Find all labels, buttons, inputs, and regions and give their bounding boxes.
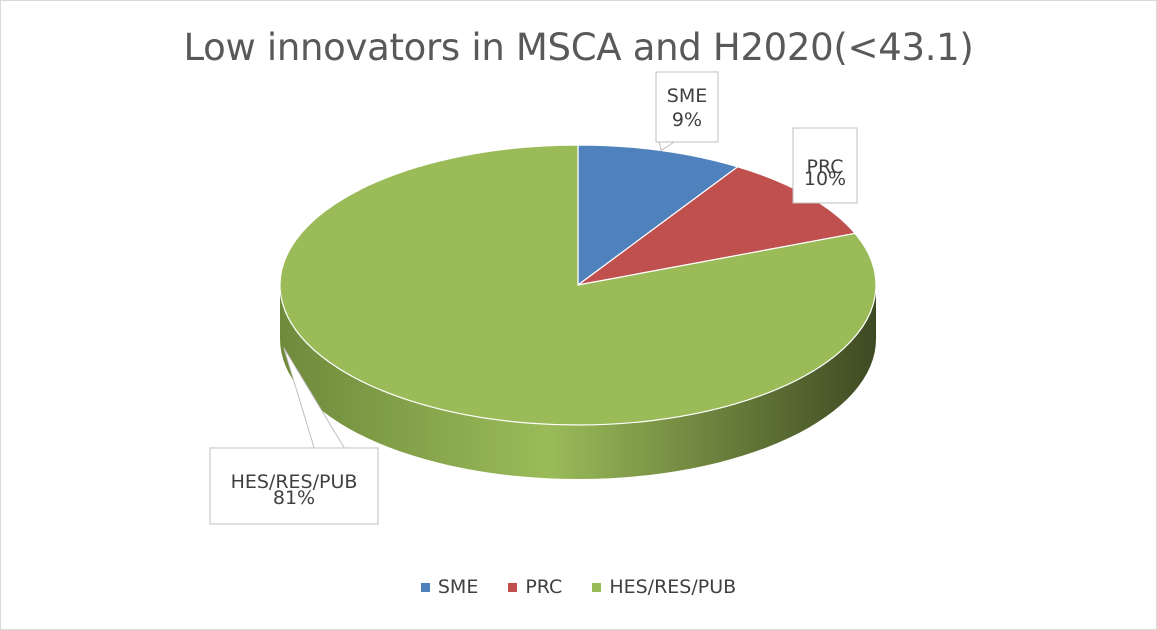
legend: SME PRC HES/RES/PUB <box>0 572 1157 602</box>
callout-value-sme: 9% <box>672 109 702 131</box>
legend-item-sme: SME <box>420 576 479 598</box>
legend-label-sme: SME <box>437 576 479 598</box>
legend-swatch-prc <box>508 582 518 592</box>
callout-value-hes-res-pub: 81% <box>273 487 315 509</box>
callout-category-prc: PRC <box>807 156 844 178</box>
legend-label-prc: PRC <box>525 576 563 598</box>
legend-item-hes-res-pub: HES/RES/PUB <box>592 576 736 598</box>
pie-slice-hes-res-pub <box>279 144 877 426</box>
legend-swatch-hes-res-pub <box>592 582 602 592</box>
pie-side-hes-res-pub <box>280 285 876 479</box>
callout-category-hes-res-pub: HES/RES/PUB <box>231 471 358 493</box>
callout-box-sme <box>655 71 719 143</box>
callout-value-prc: 10% <box>804 168 846 190</box>
callout-box-hes-res-pub <box>209 447 379 525</box>
legend-item-prc: PRC <box>508 576 562 598</box>
callout-box-prc <box>792 127 858 204</box>
chart-title: Low innovators in MSCA and H2020(<43.1) <box>183 26 974 69</box>
legend-swatch-sme <box>420 582 430 592</box>
legend-label-hes-res-pub: HES/RES/PUB <box>609 576 737 598</box>
callout-category-sme: SME <box>667 85 707 107</box>
